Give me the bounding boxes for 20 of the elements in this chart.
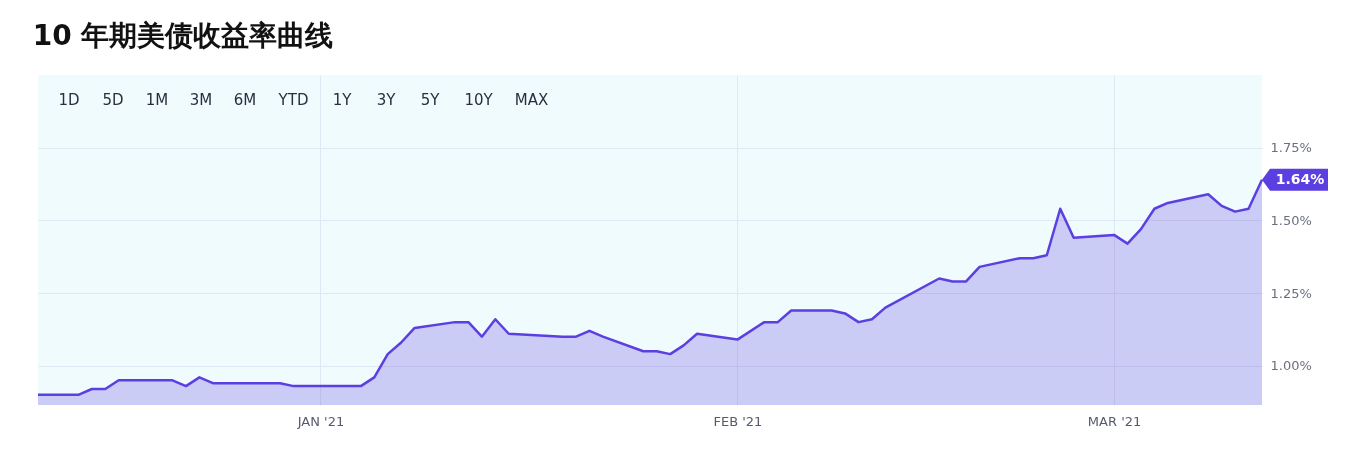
annotation: 1M — [145, 91, 169, 109]
annotation: 1Y — [332, 91, 353, 109]
y-tick-label: 1.50% — [1270, 212, 1312, 228]
x-tick-label: MAR '21 — [1087, 413, 1142, 429]
annotation: YTD — [277, 91, 309, 109]
annotation: 10Y — [464, 91, 494, 109]
chart-title: 10 年期美债收益率曲线 — [32, 19, 334, 52]
x-tick-label: FEB '21 — [713, 413, 763, 429]
annotation: 6M — [233, 91, 257, 109]
annotation: 3Y — [376, 91, 397, 109]
annotation: 1.64% — [1275, 170, 1325, 187]
y-tick-label: 1.25% — [1270, 285, 1312, 301]
annotation: MAX — [514, 91, 549, 109]
x-tick-label: JAN '21 — [296, 413, 345, 429]
annotation: 5Y — [420, 91, 441, 109]
annotation: 5D — [102, 91, 124, 109]
y-tick-label: 1.75% — [1270, 140, 1312, 156]
annotation: 3M — [189, 91, 213, 109]
annotation: 1D — [58, 91, 80, 109]
y-tick-label: 1.00% — [1270, 358, 1312, 374]
